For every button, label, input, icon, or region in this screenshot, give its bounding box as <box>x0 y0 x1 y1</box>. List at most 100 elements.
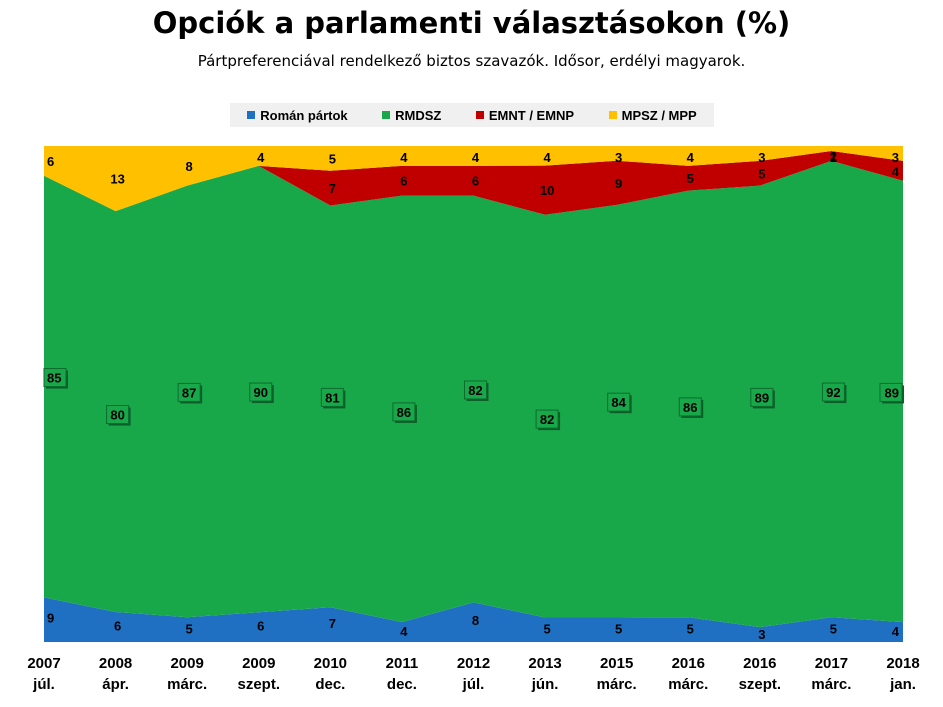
data-label-emnt-emnp: 6 <box>400 174 407 189</box>
data-label-rmdsz: 90 <box>254 385 268 400</box>
area-roman-partok <box>44 597 903 642</box>
x-tick-label-year: 2016 <box>672 655 705 672</box>
data-label-roman-partok: 8 <box>472 613 479 628</box>
legend-label-rmdsz: RMDSZ <box>395 107 442 123</box>
data-label-roman-partok: 3 <box>758 627 765 642</box>
data-label-mpsz-mpp: 4 <box>687 150 695 165</box>
data-label-box <box>320 387 344 407</box>
x-tick-label-month: júl. <box>462 676 485 693</box>
data-label-box <box>750 387 774 407</box>
x-tick-label-month: márc. <box>167 676 207 693</box>
data-label-mpsz-mpp: 4 <box>400 150 408 165</box>
chart-title: Opciók a parlamenti választásokon (%) <box>152 6 791 40</box>
x-tick-label-year: 2015 <box>600 655 633 672</box>
data-label-roman-partok: 9 <box>47 610 54 625</box>
data-label-rmdsz: 84 <box>611 395 626 410</box>
data-label-roman-partok: 5 <box>687 621 694 636</box>
data-label-mpsz-mpp: 6 <box>47 154 54 169</box>
data-label-roman-partok: 5 <box>830 621 837 636</box>
chart-legend: Román pártok RMDSZ EMNT / EMNP MPSZ / MP… <box>230 103 714 127</box>
x-tick-label-year: 2016 <box>743 655 776 672</box>
legend-item-emnt-emnp: EMNT / EMNP <box>475 107 575 123</box>
data-label-rmdsz: 87 <box>182 385 196 400</box>
data-label-emnt-emnp: 10 <box>540 183 554 198</box>
data-label-mpsz-mpp: 1 <box>830 150 837 165</box>
legend-swatch-mpsz-mpp <box>608 111 617 119</box>
x-tick-label-year: 2009 <box>242 655 275 672</box>
x-tick-label-month: szept. <box>237 676 280 693</box>
area-mpsz-mpp <box>44 146 903 212</box>
data-label-rmdsz: 80 <box>110 408 124 423</box>
legend-swatch-emnt-emnp <box>475 111 484 119</box>
data-label-mpsz-mpp: 5 <box>329 151 336 166</box>
data-label-roman-partok: 5 <box>543 621 550 636</box>
data-label-roman-partok: 5 <box>186 621 193 636</box>
data-label-mpsz-mpp: 3 <box>758 150 765 165</box>
data-label-roman-partok: 6 <box>114 618 121 633</box>
data-label-mpsz-mpp: 4 <box>472 150 480 165</box>
x-tick-label-year: 2010 <box>314 655 347 672</box>
data-label-rmdsz: 92 <box>826 385 840 400</box>
legend-label-mpsz-mpp: MPSZ / MPP <box>621 107 697 123</box>
data-label-roman-partok: 4 <box>892 624 900 639</box>
data-label-rmdsz: 86 <box>683 400 697 415</box>
x-tick-label-year: 2007 <box>27 655 60 672</box>
data-label-box <box>177 382 201 402</box>
data-label-mpsz-mpp: 8 <box>186 159 193 174</box>
x-tick-label-year: 2011 <box>386 655 419 672</box>
legend-swatch-rmdsz <box>382 111 391 119</box>
data-label-rmdsz: 85 <box>47 371 61 386</box>
x-tick-label-month: márc. <box>811 676 851 693</box>
data-label-emnt-emnp: 5 <box>758 166 765 181</box>
data-label-rmdsz: 81 <box>325 390 339 405</box>
data-label-roman-partok: 5 <box>615 621 622 636</box>
data-label-rmdsz: 82 <box>540 412 554 427</box>
data-label-emnt-emnp: 4 <box>892 164 900 179</box>
legend-swatch-roman-partok <box>247 111 256 119</box>
x-tick-label-year: 2009 <box>170 655 203 672</box>
legend-label-roman-partok: Román pártok <box>260 107 348 123</box>
data-label-mpsz-mpp: 3 <box>615 150 622 165</box>
data-label-mpsz-mpp: 13 <box>110 172 124 187</box>
x-tick-label-month: dec. <box>315 676 345 693</box>
legend-item-mpsz-mpp: MPSZ / MPP <box>608 107 697 123</box>
data-label-rmdsz: 89 <box>885 385 899 400</box>
data-label-emnt-emnp: 9 <box>615 176 622 191</box>
data-label-emnt-emnp: 2 <box>830 149 837 164</box>
x-tick-label-month: júl. <box>32 676 55 693</box>
x-tick-label-year: 2012 <box>457 655 490 672</box>
data-label-emnt-emnp: 5 <box>687 171 694 186</box>
data-label-box <box>607 392 631 412</box>
data-label-mpsz-mpp: 4 <box>257 150 265 165</box>
data-label-rmdsz: 86 <box>397 405 411 420</box>
x-tick-label-month: márc. <box>597 676 637 693</box>
data-label-mpsz-mpp: 3 <box>892 150 899 165</box>
data-label-rmdsz: 82 <box>468 383 482 398</box>
data-label-box <box>879 382 903 402</box>
data-label-box <box>821 382 845 402</box>
chart-subtitle: Pártpreferenciával rendelkező biztos sza… <box>197 52 746 70</box>
data-label-box <box>249 382 273 402</box>
data-label-roman-partok: 6 <box>257 619 264 634</box>
data-label-roman-partok: 7 <box>329 616 336 631</box>
x-tick-label-year: 2013 <box>528 655 561 672</box>
data-label-box <box>392 402 416 422</box>
data-label-box <box>678 397 702 417</box>
legend-item-rmdsz: RMDSZ <box>382 108 441 123</box>
x-tick-label-year: 2017 <box>815 655 848 672</box>
legend-label-emnt-emnp: EMNT / EMNP <box>488 107 575 123</box>
data-label-box <box>43 368 67 388</box>
x-tick-label-month: szept. <box>739 676 782 693</box>
area-emnt-emnp <box>44 150 903 215</box>
x-tick-label-month: jan. <box>889 676 916 693</box>
x-tick-label-year: 2008 <box>99 655 132 672</box>
x-tick-label-month: jún. <box>531 676 559 693</box>
data-label-mpsz-mpp: 4 <box>543 150 551 165</box>
x-tick-label-month: dec. <box>387 676 417 693</box>
x-tick-label-year: 2018 <box>886 655 919 672</box>
data-label-box <box>535 409 559 429</box>
data-label-rmdsz: 89 <box>755 390 769 405</box>
data-label-box <box>464 380 487 400</box>
legend-item-roman-partok: Román pártok <box>247 107 348 123</box>
data-label-emnt-emnp: 7 <box>329 181 336 196</box>
